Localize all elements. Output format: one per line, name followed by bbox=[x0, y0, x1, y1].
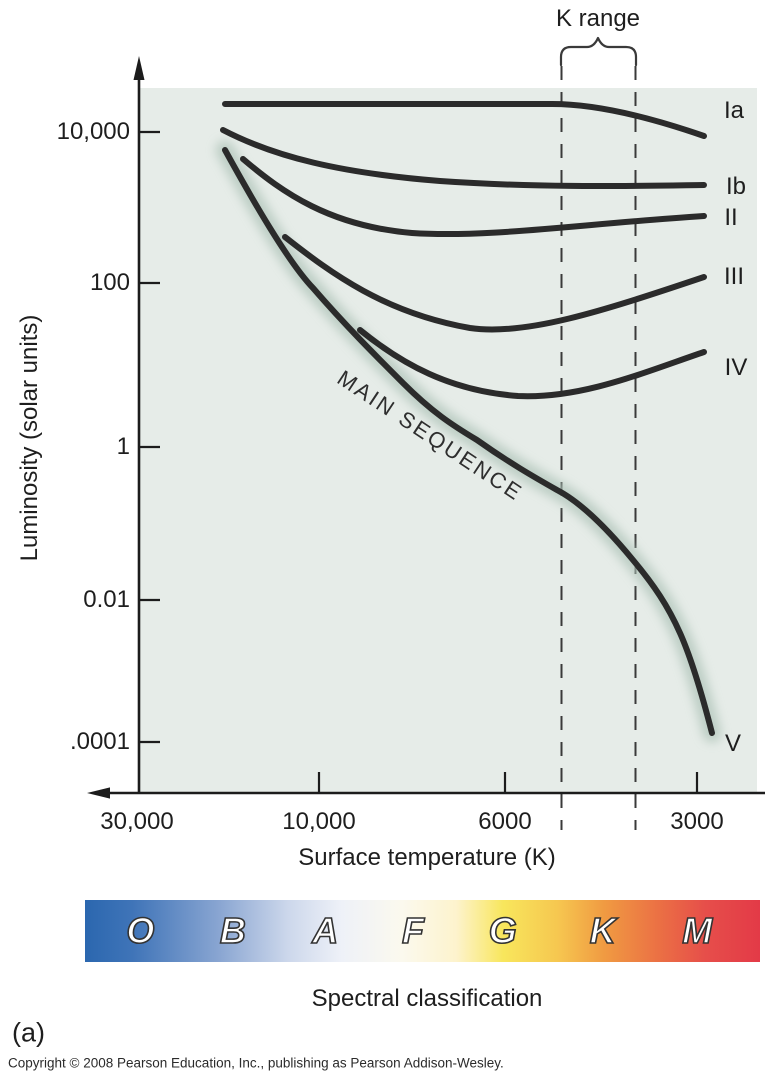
y-axis-arrow-icon bbox=[133, 56, 145, 80]
spectral-class-G: G bbox=[488, 910, 518, 951]
curve-label-II: II bbox=[724, 204, 738, 231]
curve-label-III: III bbox=[723, 263, 745, 290]
x-tick-10000: 10,000 bbox=[282, 808, 356, 835]
curve-Ia bbox=[222, 101, 707, 139]
y-tick-0-01: 0.01 bbox=[83, 586, 130, 613]
axes bbox=[104, 75, 765, 795]
x-tick-6000: 6000 bbox=[478, 808, 532, 835]
k-range-brace bbox=[559, 36, 638, 67]
spectral-class-F: F bbox=[401, 910, 425, 951]
x-tick-30000: 30,000 bbox=[100, 808, 174, 835]
k-range-dashed-lines bbox=[560, 66, 637, 830]
x-axis-arrow-icon bbox=[87, 787, 110, 799]
luminosity-class-curves bbox=[220, 101, 715, 736]
k-range-label: K range bbox=[555, 5, 641, 32]
spectral-class-A: A bbox=[311, 910, 339, 951]
spectral-class-B: B bbox=[219, 910, 247, 951]
tick-marks bbox=[139, 130, 699, 793]
curve-label-Ib: Ib bbox=[725, 173, 747, 200]
y-tick-10000: 10,000 bbox=[56, 118, 130, 145]
y-axis-title: Luminosity (solar units) bbox=[16, 314, 43, 562]
y-tick-1: 1 bbox=[116, 433, 130, 460]
y-tick-0001: .0001 bbox=[69, 728, 130, 755]
y-tick-100: 100 bbox=[89, 269, 130, 296]
curve-label-V: V bbox=[724, 730, 742, 757]
spectral-bar-caption: Spectral classification bbox=[311, 985, 543, 1012]
spectral-class-M: M bbox=[681, 910, 713, 951]
curve-V-main-sequence bbox=[222, 147, 715, 736]
x-tick-3000: 3000 bbox=[670, 808, 724, 835]
curve-III bbox=[282, 234, 707, 333]
spectral-classification-bar: O B A F G K M bbox=[85, 900, 760, 962]
curve-label-IV: IV bbox=[724, 354, 748, 381]
panel-label: (a) bbox=[12, 1017, 45, 1048]
x-axis-title: Surface temperature (K) bbox=[298, 844, 556, 871]
copyright-line: Copyright © 2008 Pearson Education, Inc.… bbox=[8, 1055, 504, 1071]
plot-background bbox=[139, 88, 757, 793]
spectral-class-O: O bbox=[126, 910, 156, 951]
curve-IV bbox=[357, 327, 707, 400]
curve-label-Ia: Ia bbox=[723, 97, 745, 124]
curve-II bbox=[240, 156, 707, 238]
curve-Ib bbox=[220, 127, 707, 190]
spectral-class-K: K bbox=[589, 910, 617, 951]
